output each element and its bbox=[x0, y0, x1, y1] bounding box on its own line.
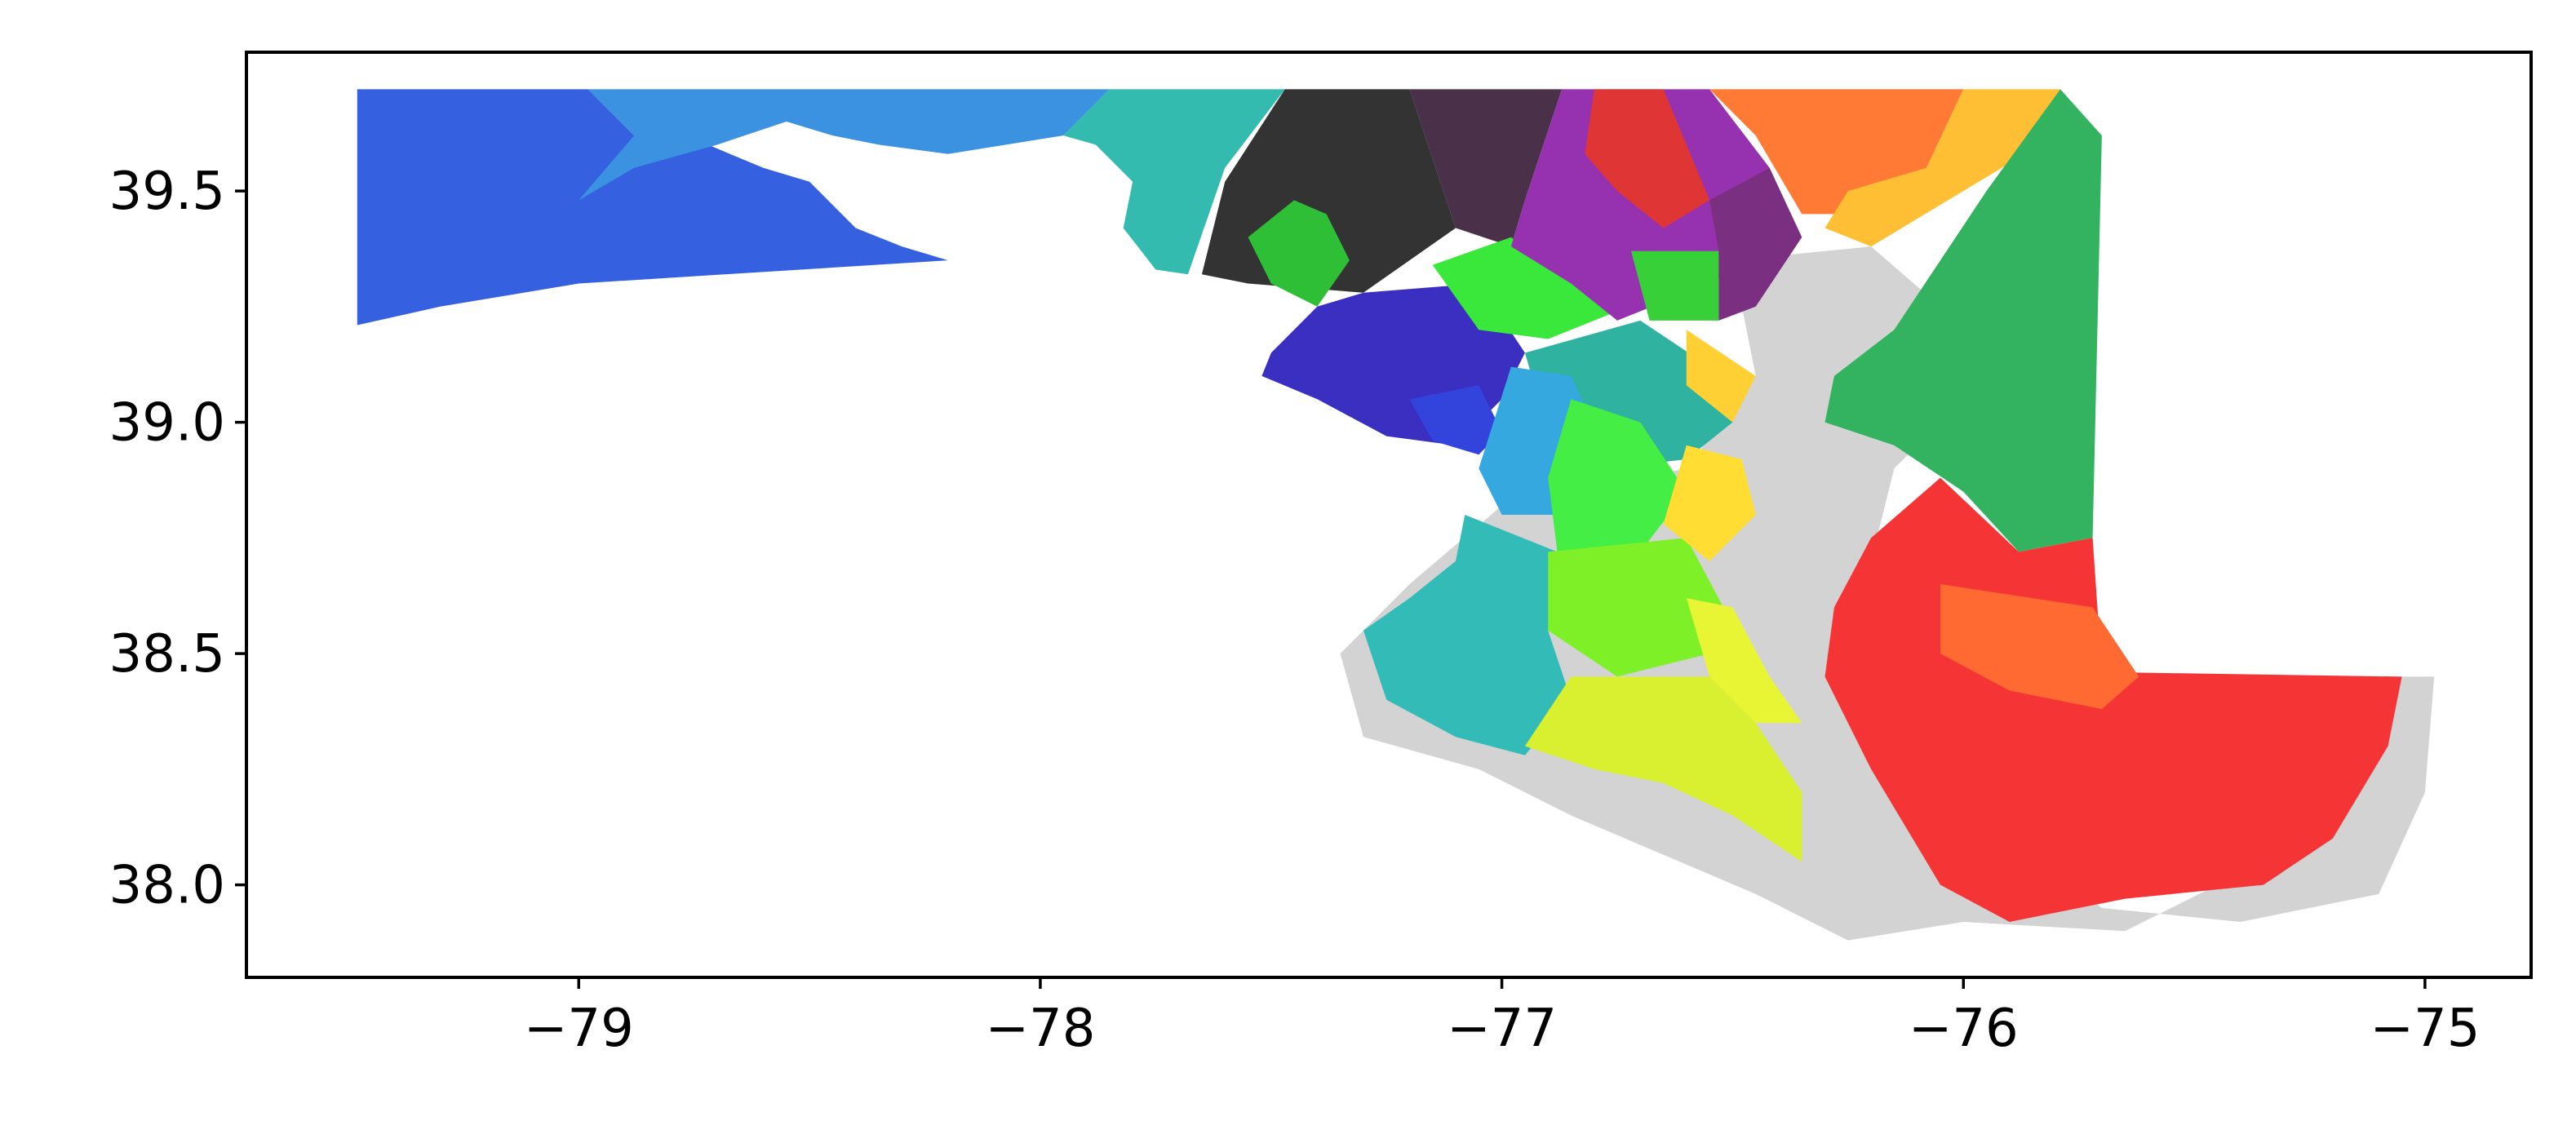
x-tick-label: −77 bbox=[1447, 999, 1557, 1059]
x-tick-label: −76 bbox=[1909, 999, 2019, 1059]
region-washington bbox=[1063, 89, 1285, 275]
district-regions bbox=[357, 89, 2402, 922]
region-anne-arundel-south bbox=[1663, 445, 1756, 561]
region-eastern-orange bbox=[1940, 584, 2139, 710]
region-balt-north bbox=[1585, 89, 1710, 228]
x-tick-label: −78 bbox=[985, 999, 1095, 1059]
region-calvert-south bbox=[1686, 598, 1802, 724]
region-balt-city bbox=[1631, 250, 1719, 321]
region-west-garrett bbox=[357, 89, 948, 326]
y-tick-label: 38.0 bbox=[109, 856, 226, 916]
y-tick-label: 38.5 bbox=[109, 624, 226, 684]
region-pg-south bbox=[1548, 399, 1687, 552]
y-tick-label: 39.0 bbox=[109, 393, 226, 454]
region-charles bbox=[1363, 515, 1572, 755]
region-west-allegany bbox=[579, 89, 1110, 201]
region-carroll bbox=[1409, 89, 1563, 247]
region-balt-east bbox=[1709, 167, 1802, 321]
region-st-marys bbox=[1524, 676, 1802, 862]
region-montgomery-south bbox=[1409, 385, 1502, 455]
region-anne-arundel-yellow bbox=[1686, 330, 1756, 423]
region-calvert-green bbox=[1548, 538, 1724, 677]
x-axis: −79 −78 −77 −76 −75 bbox=[524, 977, 2480, 1059]
region-eastern-green bbox=[1824, 89, 2102, 552]
axes-frame bbox=[245, 51, 2533, 979]
region-frederick-city bbox=[1248, 200, 1350, 307]
y-axis: 38.0 38.5 39.0 39.5 bbox=[109, 162, 246, 916]
region-howard bbox=[1432, 237, 1617, 339]
x-tick-label: −79 bbox=[524, 999, 634, 1059]
y-tick-label: 39.5 bbox=[109, 162, 226, 222]
x-tick-label: −75 bbox=[2370, 999, 2480, 1059]
region-cecil-yellow bbox=[1824, 89, 2060, 247]
